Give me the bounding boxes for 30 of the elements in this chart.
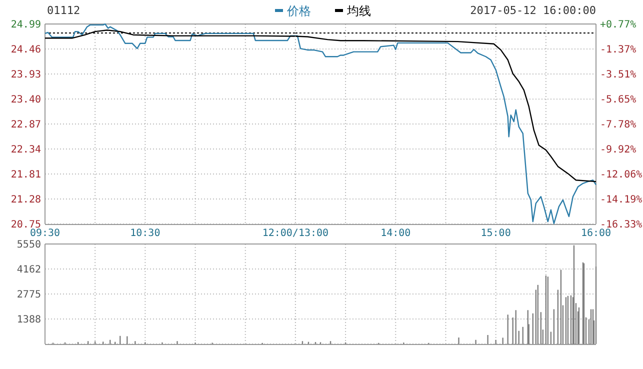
legend-label: 均线 xyxy=(346,4,371,18)
chart-subtitle: 2017-05-12 16:00:00 xyxy=(470,4,596,17)
y2-tick-label: -9.92% xyxy=(600,144,636,156)
legend-label: 价格 xyxy=(286,4,311,18)
y-tick-label: 23.93 xyxy=(10,70,41,80)
y-tick-label: 21.28 xyxy=(10,194,41,206)
y-tick-label: 23.40 xyxy=(10,94,41,106)
y-tick-label: 2775 xyxy=(16,290,41,300)
y-tick-label: 24.99 xyxy=(10,20,41,30)
y2-tick-label: -7.78% xyxy=(600,120,636,130)
y2-tick-label: -14.19% xyxy=(600,194,642,206)
x-tick-label: 16:00 xyxy=(580,228,612,239)
y-tick-label: 4162 xyxy=(16,264,41,276)
x-tick-label: 12:00/13:00 xyxy=(262,228,329,239)
y-tick-label: 5550 xyxy=(16,240,41,250)
x-tick-label: 14:00 xyxy=(380,228,411,239)
x-tick-label: 09:30 xyxy=(30,228,60,239)
x-tick-label: 10:30 xyxy=(130,228,160,239)
x-tick-label: 15:00 xyxy=(480,228,511,239)
y-tick-label: 24.46 xyxy=(10,44,41,56)
y-tick-label: 1388 xyxy=(16,314,41,326)
y2-tick-label: -12.06% xyxy=(600,170,642,181)
y-tick-label: 22.34 xyxy=(10,144,41,156)
y2-tick-label: +0.77% xyxy=(600,20,636,30)
y2-tick-label: -3.51% xyxy=(600,70,636,81)
y2-tick-label: -1.37% xyxy=(600,44,636,56)
chart-title: 01112 xyxy=(47,4,80,17)
y-tick-label: 21.81 xyxy=(10,170,41,180)
y-tick-label: 22.87 xyxy=(10,120,41,130)
y2-tick-label: -5.65% xyxy=(600,94,636,106)
